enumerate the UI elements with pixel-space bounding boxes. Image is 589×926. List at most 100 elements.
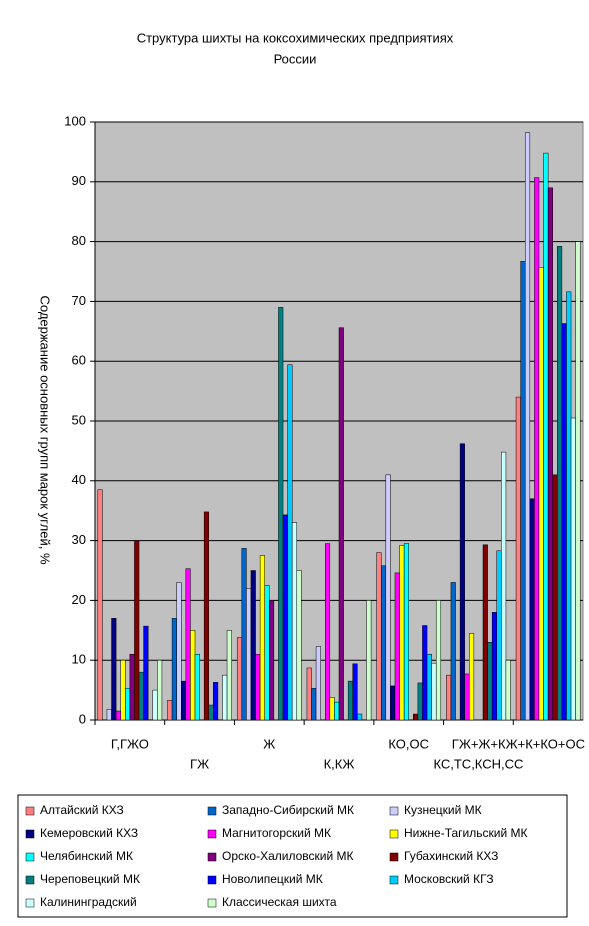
bar	[501, 451, 507, 721]
y-tick-label: 70	[72, 293, 86, 308]
bar	[422, 625, 428, 721]
bar	[357, 713, 363, 721]
bar	[487, 642, 493, 721]
bar	[552, 474, 558, 721]
legend-swatch	[207, 829, 217, 839]
bar	[129, 653, 135, 721]
bar	[557, 246, 563, 721]
chart-title-line: России	[274, 51, 317, 66]
bar	[264, 585, 270, 721]
y-tick-label: 0	[79, 711, 86, 726]
bar	[115, 710, 121, 721]
bar	[459, 443, 465, 721]
bar	[431, 662, 437, 721]
x-tick-label: Ж	[263, 736, 275, 751]
legend-label: Алтайский КХЗ	[40, 803, 124, 817]
legend-label: Кузнецкий МК	[404, 803, 482, 817]
y-tick-label: 60	[72, 353, 86, 368]
legend-swatch	[25, 806, 35, 816]
bar	[329, 697, 335, 721]
bar	[491, 612, 498, 721]
bar	[385, 474, 391, 721]
bar	[547, 187, 553, 721]
bar	[376, 552, 382, 721]
bar	[394, 572, 400, 721]
legend-swatch	[207, 875, 217, 885]
legend-swatch	[389, 852, 399, 862]
y-tick-label: 40	[72, 472, 86, 487]
legend-swatch	[207, 852, 217, 862]
bar	[255, 653, 261, 721]
bar	[222, 674, 228, 721]
legend-label: Орско-Халиловский МК	[222, 849, 353, 863]
bar	[520, 261, 526, 721]
bar	[315, 646, 321, 721]
bar	[380, 565, 387, 721]
bar	[464, 673, 470, 721]
bar	[106, 708, 112, 721]
x-tick-label: КС,ТС,КСН,СС	[433, 756, 523, 771]
x-tick-label: ГЖ+Ж+КЖ+К+КО+ОС	[452, 736, 585, 751]
bar	[176, 582, 182, 721]
bar	[390, 685, 396, 721]
bar	[366, 600, 372, 721]
bar	[194, 653, 200, 721]
bar	[482, 544, 488, 721]
bar	[338, 327, 344, 721]
bar	[515, 396, 521, 721]
bar	[325, 543, 331, 721]
x-tick-label: К,КЖ	[324, 756, 355, 771]
bar	[399, 545, 405, 721]
bar	[287, 364, 293, 721]
legend-label: Московский КГЗ	[404, 872, 494, 886]
bar	[352, 663, 358, 721]
bar	[246, 588, 252, 721]
legend-label: Нижне-Тагильский МК	[404, 826, 527, 840]
y-tick-label: 50	[72, 412, 86, 427]
bar	[403, 543, 409, 721]
bar	[282, 514, 288, 721]
bar	[524, 132, 531, 721]
legend-swatch	[25, 875, 35, 885]
bar	[152, 689, 158, 721]
bar	[561, 323, 567, 721]
legend-swatch	[25, 852, 35, 862]
bar	[296, 570, 302, 721]
legend-label: Новолипецкий МК	[222, 872, 323, 886]
x-tick-label: КО,ОС	[388, 736, 429, 751]
bar	[543, 152, 549, 721]
bar	[334, 701, 340, 721]
bar	[446, 674, 452, 721]
bar	[111, 618, 117, 721]
bar	[236, 637, 243, 721]
y-tick-label: 30	[72, 532, 86, 547]
bar	[529, 498, 535, 721]
bar	[496, 550, 502, 721]
bar	[435, 600, 442, 721]
legend-label: Западно-Сибирский МК	[222, 803, 354, 817]
bar	[450, 582, 456, 721]
bar	[190, 630, 196, 721]
bar	[226, 630, 232, 721]
legend-swatch	[207, 898, 217, 908]
x-tick-label: Г,ГЖО	[111, 736, 149, 751]
legend-label: Губахинский КХЗ	[404, 849, 498, 863]
legend-swatch	[389, 875, 399, 885]
bar	[306, 667, 312, 721]
bar	[125, 688, 131, 721]
bar	[241, 548, 247, 721]
bar	[575, 241, 581, 721]
bar	[185, 568, 191, 721]
bar	[278, 307, 284, 721]
legend-label: Череповецкий МК	[40, 872, 140, 886]
bar	[138, 671, 144, 721]
bar	[570, 417, 576, 721]
y-tick-label: 80	[72, 233, 86, 248]
y-tick-label: 10	[72, 652, 86, 667]
bar	[213, 682, 219, 721]
bar	[413, 713, 419, 721]
bar	[291, 522, 298, 721]
legend-swatch	[389, 829, 399, 839]
legend-label: Кемеровский КХЗ	[40, 826, 138, 840]
